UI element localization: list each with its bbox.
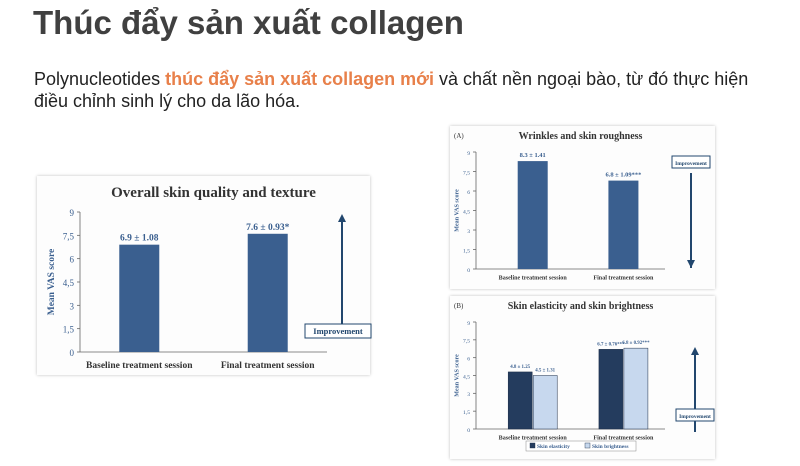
data-label: 4.8 ± 1.25 [510,365,530,370]
y-tick-label: 1,5 [463,248,470,254]
improvement-label: Improvement [313,326,363,336]
chart-wrinkles-roughness: (A) Wrinkles and skin roughness 0 1,5 3 4,5 6 7… [450,126,715,289]
bar [517,161,548,269]
x-category-label: Baseline treatment session [86,361,193,371]
intro-text-end: và chất nền ngoại bào, từ đó thực hiện đ… [34,69,749,111]
improvement-arrow-head [338,214,346,222]
y-tick-label: 3 [467,229,470,235]
bar [608,180,639,269]
bar [623,347,649,430]
x-category-label: Final treatment session [593,276,654,282]
y-tick-label: 6 [467,357,470,363]
x-category-label: Baseline treatment session [499,436,568,442]
y-tick-label: 6 [467,190,470,196]
y-tick-label: 9 [70,208,75,218]
chart-elasticity-brightness: (B) Skin elasticity and skin brightness 0 1… [450,296,715,459]
bar [507,371,533,430]
y-axis-label: Mean VAS score [454,189,460,232]
chart-overall-skin-quality: Overall skin quality and texture 0 1,5 3 4,5… [37,176,372,375]
bar [119,244,160,352]
improvement-box [304,323,372,339]
y-tick-label: 3 [70,301,75,311]
chart-svg: (A) Wrinkles and skin roughness 0 1,5 3 4,5 6 7… [454,131,711,282]
y-tick-label: 3 [467,392,470,398]
y-axis-label: Mean VAS score [47,249,57,316]
intro-text-start: Polynucleotides [34,69,166,89]
improvement-arrow-head [687,260,695,268]
y-axis-label: Mean VAS score [454,354,460,397]
chart-title: Skin elasticity and skin brightness [508,301,654,312]
legend-entry: Skin elasticity [537,444,570,450]
y-tick-label: 1,5 [463,410,470,416]
data-label: 7.6 ± 0.93* [246,223,289,233]
y-tick-label: 1,5 [63,325,75,335]
legend-swatch [584,442,591,449]
x-category-label: Final treatment session [593,436,654,442]
x-category-label: Final treatment session [221,361,315,371]
improvement-label: Improvement [675,161,707,167]
improvement-box [675,408,715,422]
y-tick-label: 9 [467,321,470,327]
data-label: 6.7 ± 0.76*** [597,342,625,347]
chart-title: Overall skin quality and texture [111,185,316,201]
panel-label: (A) [454,132,464,140]
intro-highlight: thúc đẩy sản xuất collagen mới [165,69,434,89]
y-tick-label: 7,5 [63,231,75,241]
intro-paragraph: Polynucleotides thúc đẩy sản xuất collag… [34,68,784,112]
y-tick-label: 4,5 [463,209,470,215]
data-label: 6.9 ± 1.08 [120,234,159,244]
y-tick-label: 0 [70,348,75,358]
y-tick-label: 9 [467,151,470,157]
bar [532,375,558,430]
legend-entry: Skin brightness [592,444,629,450]
panel-label: (B) [454,302,464,310]
x-category-label: Baseline treatment session [499,276,568,282]
chart-svg: Overall skin quality and texture 0 1,5 3 4,5… [47,185,372,371]
improvement-arrow-head [691,347,699,355]
data-label: 6.8 ± 1.09*** [606,172,642,179]
slide-title: Thúc đẩy sản xuất collagen [33,4,464,41]
y-tick-label: 0 [467,428,470,434]
improvement-label: Improvement [679,414,711,420]
legend-swatch [529,442,536,449]
data-label: 4.5 ± 1.31 [535,369,555,374]
improvement-box [671,155,711,169]
chart-svg: (B) Skin elasticity and skin brightness 0 1… [454,301,715,452]
y-tick-label: 4,5 [63,278,75,288]
legend-box [525,440,637,452]
y-tick-label: 0 [467,268,470,274]
y-tick-label: 4,5 [463,374,470,380]
data-label: 6.8 ± 0.92*** [622,341,650,346]
bar [247,233,288,352]
y-tick-label: 7,5 [463,339,470,345]
y-tick-label: 6 [70,255,75,265]
y-tick-label: 7,5 [463,170,470,176]
data-label: 8.3 ± 1.41 [520,152,546,159]
bar [598,349,624,430]
chart-title: Wrinkles and skin roughness [519,131,643,142]
